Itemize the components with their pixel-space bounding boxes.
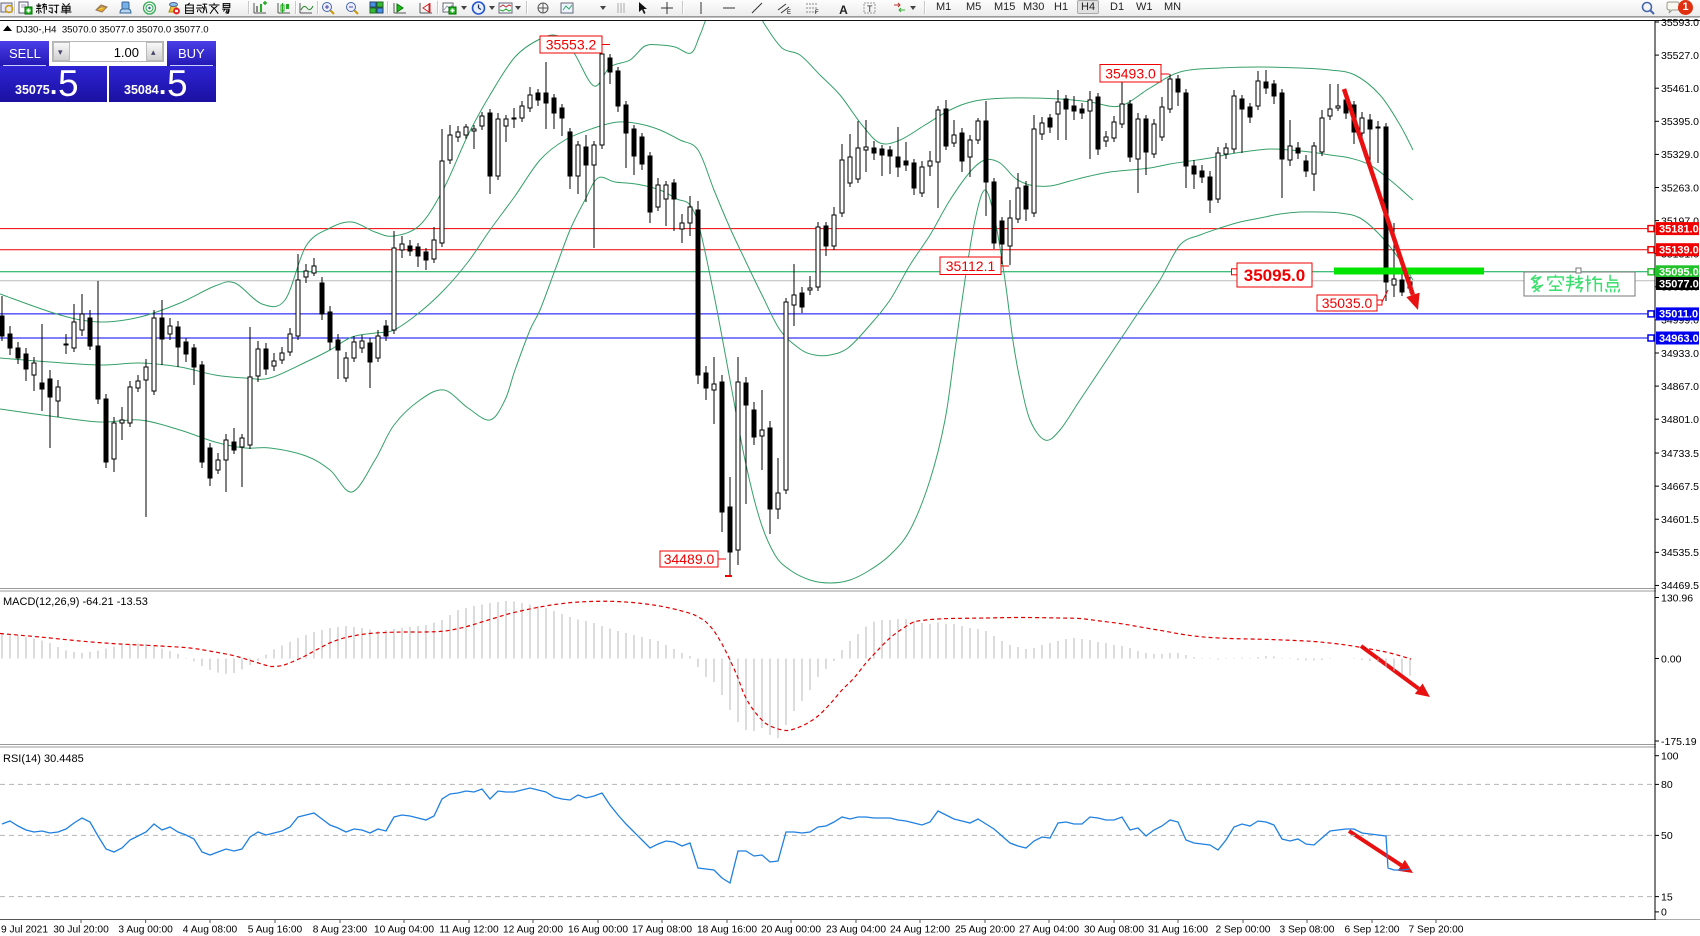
svg-text:35077.0: 35077.0 (1659, 278, 1699, 290)
svg-text:7 Sep 20:00: 7 Sep 20:00 (1409, 925, 1464, 936)
svg-text:25 Aug 20:00: 25 Aug 20:00 (955, 925, 1015, 936)
svg-text:4 Aug 08:00: 4 Aug 08:00 (183, 925, 238, 936)
svg-text:35095.0: 35095.0 (1244, 266, 1305, 285)
svg-text:12 Aug 20:00: 12 Aug 20:00 (503, 925, 563, 936)
svg-text:3 Aug 00:00: 3 Aug 00:00 (118, 925, 173, 936)
svg-text:34867.0: 34867.0 (1661, 381, 1699, 393)
svg-text:MACD(12,26,9) -64.21 -13.53: MACD(12,26,9) -64.21 -13.53 (3, 596, 148, 608)
svg-text:-175.19: -175.19 (1661, 736, 1697, 748)
svg-text:100: 100 (1661, 751, 1679, 763)
svg-text:30 Jul 20:00: 30 Jul 20:00 (53, 925, 109, 936)
svg-text:F: F (815, 10, 819, 15)
svg-text:35329.0: 35329.0 (1661, 149, 1699, 161)
svg-text:16 Aug 00:00: 16 Aug 00:00 (568, 925, 628, 936)
svg-text:3 Sep 08:00: 3 Sep 08:00 (1280, 925, 1335, 936)
svg-text:27 Aug 04:00: 27 Aug 04:00 (1019, 925, 1079, 936)
svg-text:0.00: 0.00 (1661, 653, 1682, 665)
svg-text:35461.0: 35461.0 (1661, 83, 1699, 95)
svg-text:34535.5: 34535.5 (1661, 547, 1699, 559)
svg-text:34801.0: 34801.0 (1661, 414, 1699, 426)
svg-text:34933.0: 34933.0 (1661, 348, 1699, 360)
svg-text:50: 50 (1661, 830, 1673, 842)
svg-text:34963.0: 34963.0 (1659, 333, 1699, 345)
svg-text:35181.0: 35181.0 (1659, 223, 1699, 235)
svg-text:34469.5: 34469.5 (1661, 580, 1699, 592)
svg-text:31 Aug 16:00: 31 Aug 16:00 (1148, 925, 1208, 936)
svg-text:130.96: 130.96 (1661, 592, 1693, 604)
svg-text:18 Aug 16:00: 18 Aug 16:00 (697, 925, 757, 936)
svg-text:35095.0: 35095.0 (1659, 267, 1699, 279)
svg-text:35395.0: 35395.0 (1661, 116, 1699, 128)
svg-text:35593.0: 35593.0 (1661, 17, 1699, 29)
svg-text:35493.0: 35493.0 (1105, 65, 1156, 81)
svg-text:80: 80 (1661, 779, 1673, 791)
svg-text:35139.0: 35139.0 (1659, 245, 1699, 257)
svg-text:8 Aug 23:00: 8 Aug 23:00 (313, 925, 368, 936)
svg-text:23 Aug 04:00: 23 Aug 04:00 (826, 925, 886, 936)
svg-text:11 Aug 12:00: 11 Aug 12:00 (439, 925, 499, 936)
svg-text:2 Sep 00:00: 2 Sep 00:00 (1216, 925, 1271, 936)
svg-text:35263.0: 35263.0 (1661, 182, 1699, 194)
svg-text:T: T (867, 4, 873, 14)
svg-text:35553.2: 35553.2 (546, 37, 597, 53)
svg-text:34489.0: 34489.0 (664, 551, 715, 567)
svg-text:35527.0: 35527.0 (1661, 50, 1699, 62)
svg-text:6 Sep 12:00: 6 Sep 12:00 (1345, 925, 1400, 936)
svg-text:15: 15 (1661, 891, 1673, 903)
svg-text:35035.0: 35035.0 (1322, 295, 1373, 311)
svg-text:34601.5: 34601.5 (1661, 514, 1699, 526)
svg-text:10 Aug 04:00: 10 Aug 04:00 (374, 925, 434, 936)
svg-text:30 Aug 08:00: 30 Aug 08:00 (1084, 925, 1144, 936)
svg-text:RSI(14) 30.4485: RSI(14) 30.4485 (3, 753, 84, 765)
svg-text:35011.0: 35011.0 (1659, 309, 1698, 321)
svg-text:34667.5: 34667.5 (1661, 481, 1699, 493)
svg-text:24 Aug 12:00: 24 Aug 12:00 (890, 925, 950, 936)
svg-text:0: 0 (1661, 907, 1667, 919)
svg-text:5 Aug 16:00: 5 Aug 16:00 (248, 925, 303, 936)
svg-text:34733.5: 34733.5 (1661, 448, 1699, 460)
svg-text:20 Aug 00:00: 20 Aug 00:00 (761, 925, 821, 936)
svg-text:17 Aug 08:00: 17 Aug 08:00 (632, 925, 692, 936)
svg-text:9 Jul 2021: 9 Jul 2021 (1, 925, 48, 936)
svg-text:35112.1: 35112.1 (946, 258, 996, 274)
svg-text:E: E (787, 10, 791, 15)
svg-text:DJ30-,H4 35070.0 35077.0 3507: DJ30-,H4 35070.0 35077.0 35070.0 35077.0 (16, 25, 209, 36)
